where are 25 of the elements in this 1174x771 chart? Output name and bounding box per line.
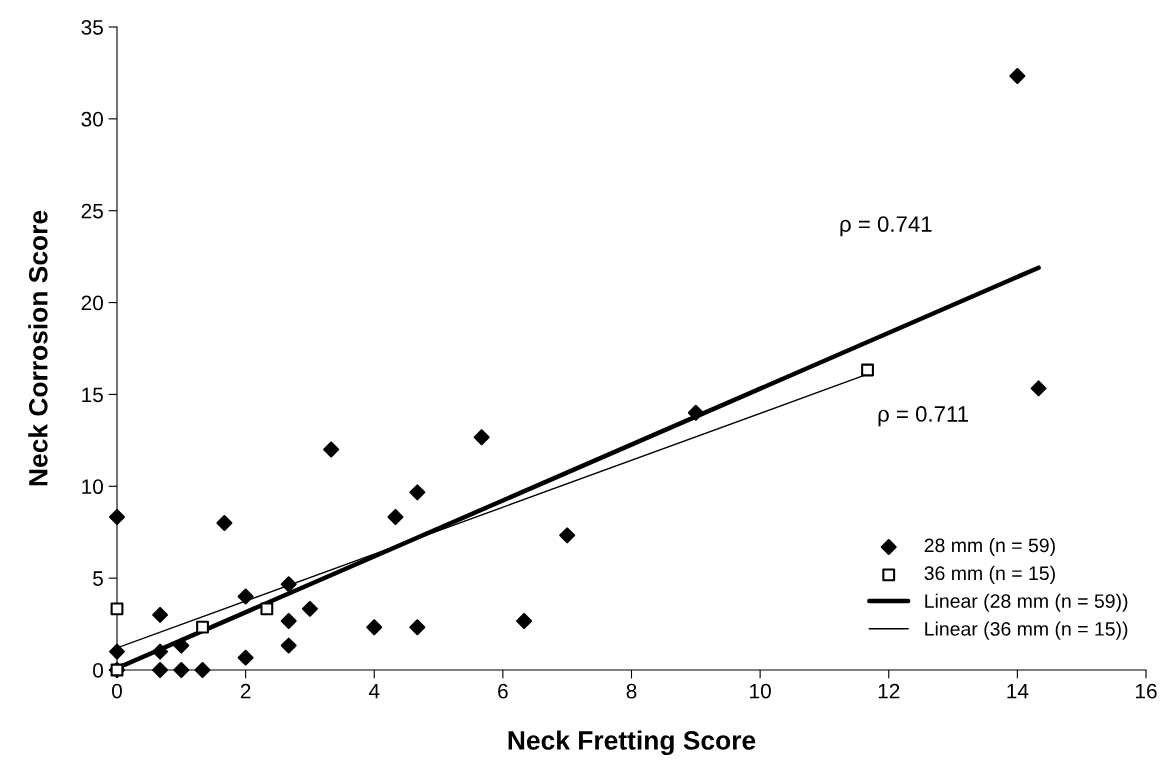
y-tick-label: 0 <box>93 663 103 678</box>
y-tick-label: 20 <box>81 295 103 311</box>
x-axis-title: Neck Fretting Score <box>508 730 756 756</box>
legend-label: 28 mm (n = 59) <box>924 537 1055 557</box>
y-axis-title: Neck Corrosion Score <box>28 210 48 486</box>
x-tick-label: 16 <box>1136 683 1157 699</box>
y-tick-label: 30 <box>81 111 103 127</box>
y-tick-label: 5 <box>93 571 103 586</box>
legend-label: 36 mm (n = 15) <box>924 565 1055 584</box>
y-tick-label: 35 <box>81 20 103 35</box>
legend-label: Linear (36 mm (n = 15)) <box>925 621 1128 640</box>
x-tick-label: 4 <box>368 683 380 699</box>
annotation: ρ = 0.711 <box>878 406 968 427</box>
annotation: ρ = 0.741 <box>840 216 932 237</box>
legend-label: Linear (28 mm (n = 59)) <box>925 593 1128 612</box>
x-tick-label: 14 <box>1007 683 1029 699</box>
x-tick-label: 6 <box>498 683 508 699</box>
y-tick-label: 10 <box>82 479 103 495</box>
y-tick-label: 15 <box>82 387 103 403</box>
x-tick-label: 12 <box>878 683 900 699</box>
x-tick-label: 8 <box>626 683 637 699</box>
x-tick-label: 0 <box>112 683 122 699</box>
y-tick-label: 25 <box>81 203 103 219</box>
x-tick-label: 2 <box>240 683 251 699</box>
x-tick-label: 10 <box>750 683 771 699</box>
